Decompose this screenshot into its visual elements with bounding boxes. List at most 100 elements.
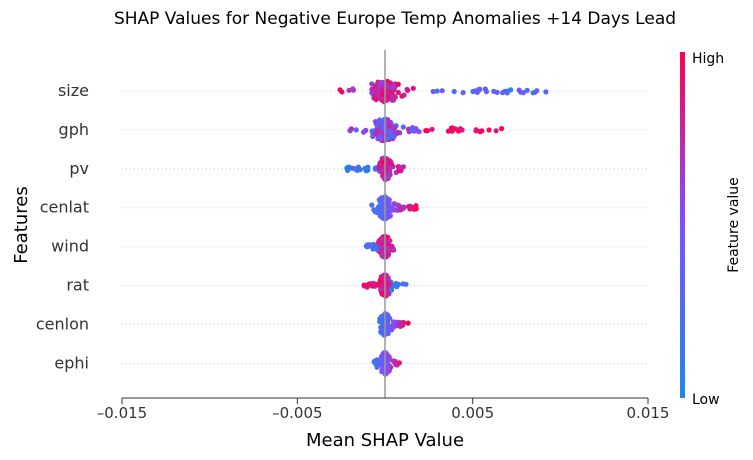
shap-point-gph	[400, 124, 406, 130]
shap-point-wind	[389, 243, 395, 249]
shap-point-pv	[385, 173, 391, 179]
shap-point-rat	[377, 277, 383, 283]
shap-point-cenlon	[393, 323, 399, 329]
shap-point-size	[504, 88, 510, 94]
shap-point-ephi	[385, 365, 391, 371]
shap-point-cenlat	[374, 209, 380, 216]
feature-label-rat: rat	[66, 276, 89, 295]
shap-point-rat	[371, 280, 377, 286]
shap-point-cenlat	[369, 202, 375, 208]
shap-point-wind	[370, 246, 376, 252]
colorbar	[680, 52, 685, 398]
shap-point-size	[516, 87, 522, 93]
shap-point-size	[430, 88, 436, 95]
shap-point-ephi	[373, 361, 379, 367]
shap-point-size	[378, 79, 384, 85]
shap-point-pv	[388, 161, 395, 168]
shap-point-cenlon	[405, 320, 411, 326]
shap-point-pv	[351, 165, 357, 171]
shap-point-gph	[363, 127, 369, 133]
shap-point-rat	[361, 282, 367, 288]
shap-points	[337, 78, 549, 377]
shap-point-gph	[395, 129, 401, 135]
shap-point-cenlon	[390, 319, 397, 325]
shap-point-wind	[378, 247, 384, 253]
shap-point-size	[451, 88, 457, 95]
shap-point-ephi	[393, 361, 399, 367]
feature-label-wind: wind	[51, 237, 89, 256]
shap-point-gph	[499, 126, 505, 132]
shap-point-size	[379, 86, 385, 92]
shap-point-size	[350, 86, 356, 92]
x-tick-label: –0.015	[97, 404, 147, 422]
shap-point-size	[387, 80, 393, 86]
shap-point-gph	[449, 125, 455, 131]
shap-point-cenlon	[398, 321, 404, 328]
colorbar-title: Feature value	[726, 177, 742, 273]
shap-point-size	[460, 90, 466, 96]
shap-point-gph	[348, 126, 354, 132]
shap-point-size	[410, 85, 416, 91]
shap-point-rat	[396, 281, 402, 288]
x-axis-label: Mean SHAP Value	[306, 430, 464, 451]
shap-point-size	[373, 87, 379, 93]
shap-point-size	[339, 89, 345, 95]
shap-point-rat	[400, 281, 406, 287]
shap-point-size	[375, 91, 381, 97]
shap-point-size	[395, 89, 401, 96]
shap-point-cenlat	[385, 212, 391, 218]
shap-point-rat	[365, 281, 371, 288]
shap-point-pv	[380, 170, 386, 177]
shap-point-gph	[423, 128, 429, 134]
shap-point-size	[500, 90, 506, 96]
shap-point-rat	[386, 280, 392, 286]
shap-point-cenlat	[398, 207, 404, 213]
shap-point-pv	[376, 164, 382, 170]
shap-point-size	[530, 90, 536, 96]
x-tick-label: –0.005	[272, 404, 322, 422]
shap-point-cenlat	[391, 201, 397, 207]
shap-point-cenlat	[413, 203, 419, 209]
shap-point-pv	[363, 166, 369, 172]
shap-point-gph	[429, 126, 435, 132]
shap-point-size	[483, 89, 490, 95]
shap-point-gph	[457, 126, 463, 132]
shap-point-gph	[372, 119, 378, 125]
colorbar-high-label: High	[692, 51, 724, 67]
chart-title: SHAP Values for Negative Europe Temp Ano…	[114, 9, 676, 29]
shap-point-size	[388, 89, 394, 95]
x-ticks: –0.015 –0.005 0.005 0.015	[97, 398, 670, 422]
shap-point-size	[384, 96, 390, 102]
x-tick-label: 0.005	[451, 404, 494, 422]
shap-point-size	[434, 88, 440, 94]
shap-point-gph	[477, 129, 483, 135]
shap-point-cenlon	[384, 322, 390, 328]
feature-label-gph: gph	[59, 120, 89, 139]
shap-point-size	[520, 90, 527, 96]
shap-point-size	[395, 81, 401, 87]
feature-label-ephi: ephi	[54, 353, 89, 372]
shap-point-pv	[397, 164, 403, 170]
colorbar-low-label: Low	[692, 392, 720, 408]
shap-point-size	[474, 89, 480, 95]
shap-point-size	[405, 87, 411, 93]
shap-point-cenlat	[407, 206, 413, 212]
feature-label-cenlon: cenlon	[36, 314, 89, 333]
shap-point-gph	[372, 131, 378, 137]
x-tick-label: 0.015	[627, 404, 670, 422]
shap-point-gph	[386, 129, 392, 135]
feature-label-cenlat: cenlat	[40, 198, 89, 217]
shap-point-ephi	[374, 357, 380, 363]
shap-point-size	[524, 87, 530, 93]
shap-point-cenlon	[387, 326, 393, 332]
shap-point-gph	[414, 127, 420, 134]
shap-point-cenlat	[380, 211, 386, 217]
shap-point-wind	[374, 246, 380, 253]
shap-point-size	[439, 88, 445, 94]
shap-point-gph	[378, 134, 384, 140]
feature-label-pv: pv	[69, 159, 89, 178]
shap-point-cenlat	[389, 207, 395, 213]
feature-label-size: size	[58, 81, 89, 100]
shap-point-gph	[353, 127, 359, 133]
